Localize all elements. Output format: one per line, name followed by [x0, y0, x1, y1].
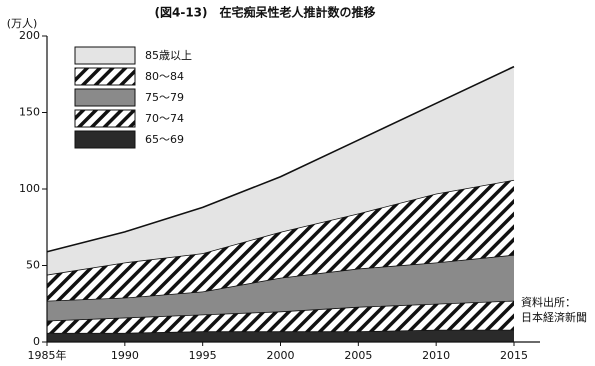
legend-label: 80～84	[145, 70, 184, 83]
y-tick-label: 100	[19, 182, 40, 195]
annotation: 日本経済新聞	[521, 310, 587, 324]
area-edge	[46, 65, 515, 253]
legend-swatch	[74, 46, 136, 65]
chart-title: (図4-13) 在宅痴呆性老人推計数の推移	[155, 5, 376, 20]
legend-label: 75～79	[145, 91, 184, 104]
x-tick-label: 1995	[189, 349, 217, 362]
y-tick-label: 150	[19, 106, 40, 119]
annotation: 資料出所：	[521, 295, 576, 309]
area	[47, 66, 514, 275]
y-tick-label: 0	[33, 335, 40, 348]
x-tick-label: 1985年	[28, 348, 67, 362]
legend-swatch	[74, 67, 136, 86]
legend-label: 70～74	[145, 112, 184, 125]
legend-swatch	[74, 109, 136, 128]
area	[47, 300, 514, 333]
legend-swatch	[74, 88, 136, 107]
legend-swatch	[74, 130, 136, 149]
x-tick-label: 2010	[422, 349, 450, 362]
y-tick-label: 50	[26, 259, 40, 272]
legend-label: 65～69	[145, 133, 184, 146]
legend-label: 85歳以上	[145, 49, 192, 62]
x-tick-label: 2005	[344, 349, 372, 362]
area	[47, 254, 514, 321]
area	[47, 179, 514, 301]
y-tick-label: 200	[19, 29, 40, 42]
x-tick-label: 2015	[500, 349, 528, 362]
x-tick-label: 1990	[111, 349, 139, 362]
y-axis-label: (万人)	[7, 17, 38, 30]
x-tick-label: 2000	[267, 349, 295, 362]
